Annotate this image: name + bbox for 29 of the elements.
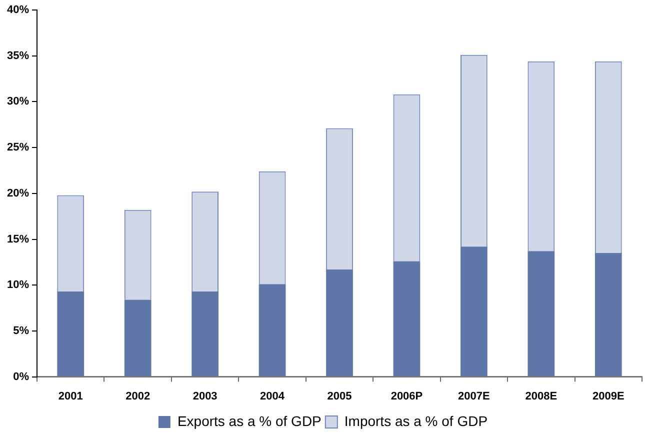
y-tick-label: 20% [6,187,30,200]
bar [460,246,488,376]
x-tick-label: 2004 [260,390,286,402]
bar [124,300,152,376]
x-tick-label: 2003 [192,390,218,402]
y-tick-label: 25% [6,142,30,154]
y-tick-label: 0% [13,370,30,383]
x-tick-label: 2008E [525,390,558,402]
legend-label: Imports as a % of GDP [344,412,488,429]
x-tick-label: 2009E [592,390,624,402]
y-tick-label: 5% [13,324,30,337]
legend-label: Exports as a % of GDP [177,412,322,429]
bar [393,261,420,376]
y-tick-label: 40% [6,4,30,16]
bar [528,251,555,376]
bar [326,270,353,376]
y-tick-label: 30% [6,96,30,108]
x-tick-label: 2006P [390,390,423,402]
x-tick-label: 2007E [458,390,490,402]
bar [258,284,286,376]
y-tick-label: 35% [6,50,30,62]
x-tick-label: 2001 [58,390,83,402]
y-tick-label: 15% [6,233,30,246]
y-tick-label: 10% [6,279,30,292]
x-tick-label: 2002 [126,390,150,402]
bar [57,292,84,376]
x-tick-label: 2005 [327,390,352,402]
bar [192,292,219,376]
bar [594,253,622,376]
